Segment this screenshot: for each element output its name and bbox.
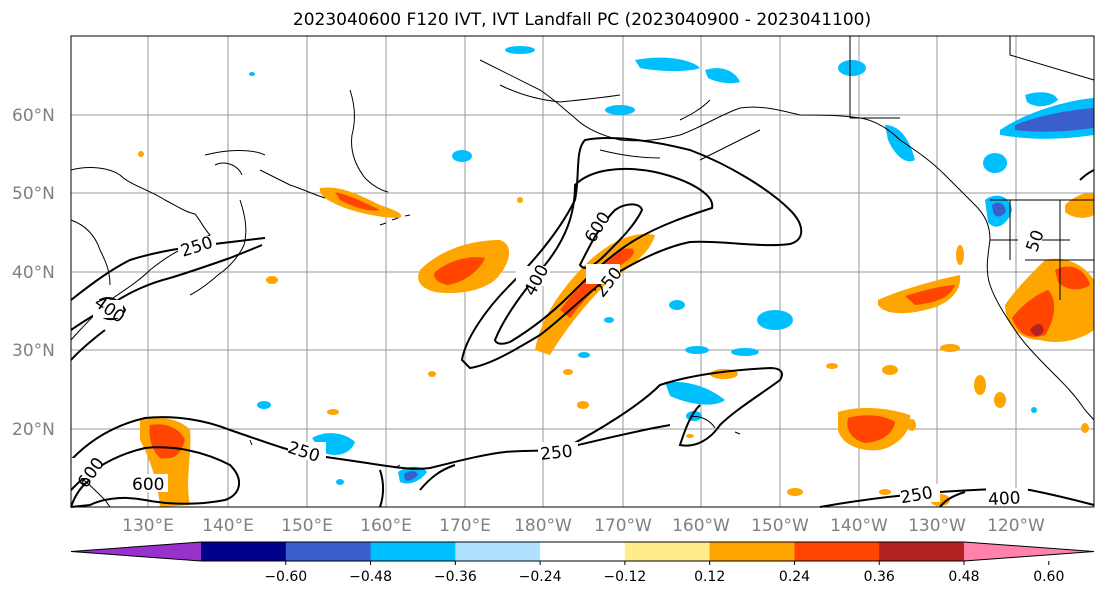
colorbar-extend-low bbox=[71, 542, 201, 561]
colorbar-tick-label: −0.24 bbox=[519, 569, 562, 585]
colorbar-extend-high bbox=[964, 542, 1094, 561]
lon-label: 120°W bbox=[987, 516, 1045, 536]
longitude-labels: 130°E 140°E 150°E 160°E 170°E 180°W 170°… bbox=[122, 516, 1045, 536]
colorbar-tick-label: −0.36 bbox=[434, 569, 477, 585]
map-panel: 250 400 600 400 250 600 250 600 250 250 … bbox=[70, 35, 1095, 510]
lat-label: 50°N bbox=[12, 184, 55, 204]
colorbar-segment bbox=[370, 542, 456, 561]
colorbar-outline bbox=[70, 541, 1095, 562]
colorbar-tick-label: 0.36 bbox=[864, 569, 895, 585]
lat-label: 20°N bbox=[12, 420, 55, 440]
colorbar-segment bbox=[624, 542, 711, 561]
map-title: 2023040600 F120 IVT, IVT Landfall PC (20… bbox=[292, 10, 872, 30]
coastlines bbox=[70, 36, 1095, 508]
lat-label: 60°N bbox=[12, 106, 55, 126]
map-frame bbox=[70, 35, 1095, 508]
colorbar-tick-label: −0.12 bbox=[603, 569, 646, 585]
ivt-contours bbox=[70, 137, 1095, 508]
colorbar-segment bbox=[285, 542, 372, 561]
colorbar: −0.60 −0.48 −0.36 −0.24 −0.12 0.12 0.24 0.36 0.4… bbox=[70, 541, 1095, 585]
lon-label: 130°W bbox=[908, 516, 966, 536]
lon-label: 130°E bbox=[122, 516, 174, 536]
colorbar-segment bbox=[540, 542, 626, 561]
colorbar-tick-label: 0.60 bbox=[1033, 569, 1064, 585]
colorbar-segment bbox=[201, 542, 287, 561]
lon-label: 160°E bbox=[360, 516, 412, 536]
lon-label: 170°E bbox=[439, 516, 491, 536]
colorbar-tick-label: −0.48 bbox=[349, 569, 392, 585]
lon-label: 160°W bbox=[672, 516, 730, 536]
colorbar-tick-label: −0.60 bbox=[264, 569, 307, 585]
colorbar-segment bbox=[879, 542, 965, 561]
contour-label: 600 bbox=[132, 475, 164, 495]
colorbar-tick-label: 0.24 bbox=[779, 569, 810, 585]
colorbar-segment bbox=[455, 542, 541, 561]
lon-label: 150°W bbox=[751, 516, 809, 536]
contour-label-group: 250 400 600 400 250 600 250 600 250 250 … bbox=[71, 208, 1049, 510]
lon-label: 150°E bbox=[281, 516, 333, 536]
colorbar-segment bbox=[709, 542, 795, 561]
lon-label: 170°W bbox=[594, 516, 652, 536]
lat-label: 30°N bbox=[12, 341, 55, 361]
lon-label: 140°W bbox=[830, 516, 888, 536]
colorbar-tick-label: 0.12 bbox=[694, 569, 725, 585]
contour-label: 250 bbox=[539, 442, 573, 465]
colorbar-segment bbox=[794, 542, 880, 561]
colorbar-tick-label: 0.48 bbox=[948, 569, 979, 585]
contour-label: 400 bbox=[988, 488, 1021, 510]
lon-label: 140°E bbox=[202, 516, 254, 536]
lat-label: 40°N bbox=[12, 263, 55, 283]
ivt-pc-shading bbox=[138, 46, 1094, 507]
latitude-labels: 60°N 50°N 40°N 30°N 20°N bbox=[12, 106, 55, 440]
lon-label: 180°W bbox=[514, 516, 572, 536]
